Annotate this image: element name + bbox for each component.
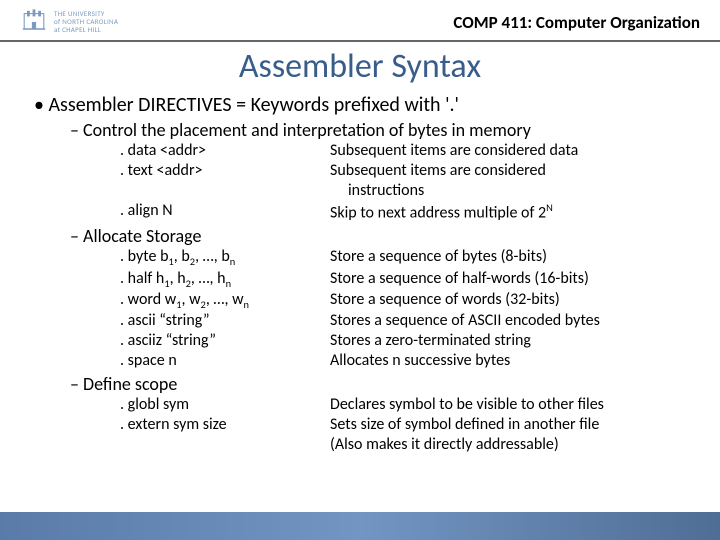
directive-desc: Subsequent items are considered [330,161,690,181]
slide-title: Assembler Syntax [0,46,720,87]
directive-desc: (Also makes it directly addressable) [330,435,690,455]
directive-syntax: . ascii “string” [120,311,330,331]
directive-row: instructions [120,181,690,201]
university-name: THE UNIVERSITY of NORTH CAROLINA at CHAP… [54,10,118,33]
directive-row: . half h1, h2, …, hn Store a sequence of… [120,269,690,290]
main-bullet: Assembler DIRECTIVES = Keywords prefixed… [34,93,690,117]
directive-syntax: . word w1, w2, …, wn [120,290,330,311]
directive-desc: Skip to next address multiple of 2N [330,201,690,223]
directive-syntax: . space n [120,351,330,371]
directive-desc: Sets size of symbol defined in another f… [330,415,690,435]
directive-desc: Stores a zero-terminated string [330,331,690,351]
slide-content: Assembler DIRECTIVES = Keywords prefixed… [0,87,720,455]
directive-syntax: . half h1, h2, …, hn [120,269,330,290]
directive-row: . asciiz “string” Stores a zero-terminat… [120,331,690,351]
section3-heading: Define scope [70,373,690,395]
directive-desc-cont: instructions [330,181,690,201]
directive-desc: Declares symbol to be visible to other f… [330,395,690,415]
unc-logo-icon [20,8,48,36]
directive-row: . byte b1, b2, …, bn Store a sequence of… [120,247,690,268]
directive-desc: Subsequent items are considered data [330,141,690,161]
directive-row: . align N Skip to next address multiple … [120,201,690,223]
directive-row: . space n Allocates n successive bytes [120,351,690,371]
directive-syntax: . extern sym size [120,415,330,435]
directive-desc: Store a sequence of words (32-bits) [330,290,690,311]
directive-syntax: . data <addr> [120,141,330,161]
directive-syntax: . align N [120,201,330,223]
directive-syntax: . globl sym [120,395,330,415]
section2-heading: Allocate Storage [70,225,690,247]
directive-row: . data <addr> Subsequent items are consi… [120,141,690,161]
directive-desc: Store a sequence of half-words (16-bits) [330,269,690,290]
directive-desc: Stores a sequence of ASCII encoded bytes [330,311,690,331]
directive-desc: Allocates n successive bytes [330,351,690,371]
directive-row: . globl sym Declares symbol to be visibl… [120,395,690,415]
directive-row: (Also makes it directly addressable) [120,435,690,455]
directive-syntax [120,435,330,455]
directive-row: . extern sym size Sets size of symbol de… [120,415,690,435]
course-label: COMP 411: Computer Organization [453,12,700,33]
directive-row: . text <addr> Subsequent items are consi… [120,161,690,181]
directive-syntax: . text <addr> [120,161,330,181]
directive-row: . word w1, w2, …, wn Store a sequence of… [120,290,690,311]
directive-syntax: . byte b1, b2, …, bn [120,247,330,268]
university-logo-block: THE UNIVERSITY of NORTH CAROLINA at CHAP… [20,8,118,36]
directive-desc: Store a sequence of bytes (8-bits) [330,247,690,268]
section1-heading: Control the placement and interpretation… [70,119,690,141]
university-line3: at CHAPEL HILL [54,26,118,34]
directive-syntax: . asciiz “string” [120,331,330,351]
directive-syntax [120,181,330,201]
slide-header: THE UNIVERSITY of NORTH CAROLINA at CHAP… [0,0,720,42]
directive-row: . ascii “string” Stores a sequence of AS… [120,311,690,331]
slide-footer-bar [0,512,720,540]
